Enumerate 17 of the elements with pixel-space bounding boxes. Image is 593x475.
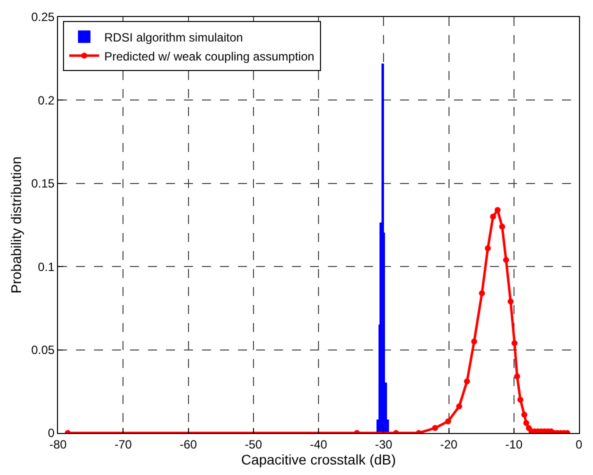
y-tick-label: 0.1 <box>38 260 55 274</box>
x-tick-label: -60 <box>180 437 198 452</box>
x-tick-label: -40 <box>310 437 328 452</box>
y-tick-label: 0.25 <box>31 10 55 24</box>
legend-label: Predicted w/ weak coupling assumption <box>104 49 314 64</box>
x-axis-title: Capacitive crosstalk (dB) <box>241 452 396 468</box>
x-tick-label: 0 <box>576 437 583 452</box>
y-tick-label: 0.05 <box>31 343 55 357</box>
y-tick-label: 0.15 <box>31 176 55 191</box>
x-tick-label: -10 <box>505 437 523 452</box>
x-tick-label: -30 <box>374 437 393 452</box>
y-axis-title: Probability distribution <box>8 156 24 294</box>
x-tick-label: -50 <box>244 437 262 452</box>
legend-label: RDSI algorithm simulaiton <box>104 30 243 44</box>
x-tick-label: -70 <box>114 437 132 452</box>
x-tick-label: -20 <box>440 437 458 452</box>
y-tick-label: 0.2 <box>38 93 55 108</box>
